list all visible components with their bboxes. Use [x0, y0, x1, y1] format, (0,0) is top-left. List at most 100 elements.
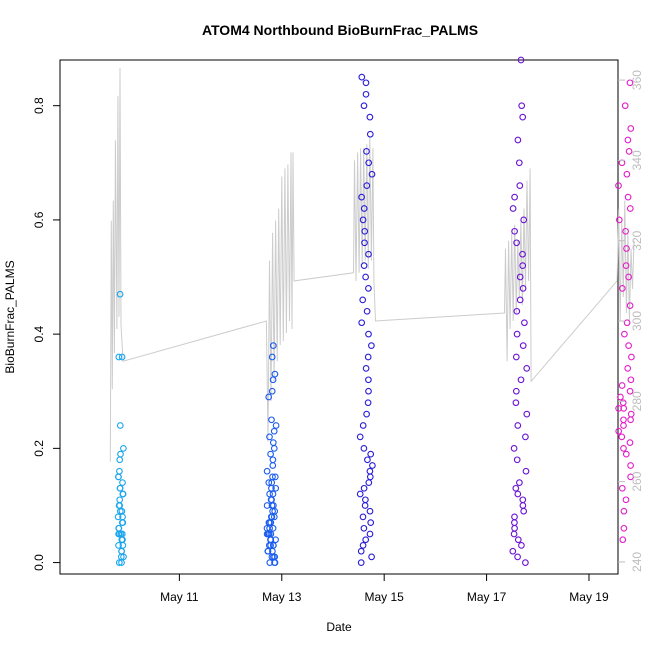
data-point: [620, 507, 628, 515]
x-tick-label: May 17: [467, 590, 507, 604]
data-point: [615, 182, 622, 189]
data-point: [270, 542, 277, 549]
data-point: [518, 102, 526, 110]
data-point: [622, 262, 630, 269]
data-point: [271, 370, 279, 378]
data-point: [269, 439, 277, 446]
data-point: [269, 342, 277, 349]
data-point: [363, 148, 370, 155]
x-tick-label: May 13: [262, 590, 302, 604]
data-point: [368, 553, 375, 561]
data-point: [359, 422, 367, 429]
data-point: [620, 445, 627, 452]
data-point: [622, 450, 630, 458]
y2-tick-label: 360: [630, 70, 644, 90]
data-point: [366, 467, 374, 475]
data-point: [364, 353, 372, 361]
plot-frame: [59, 59, 619, 575]
data-point: [363, 307, 371, 315]
data-point: [116, 422, 124, 429]
data-point: [623, 319, 631, 327]
data-point: [359, 513, 367, 521]
data-point: [270, 427, 278, 435]
data-point: [115, 559, 123, 566]
data-point: [516, 479, 523, 486]
data-point: [356, 433, 364, 441]
data-point: [365, 250, 372, 258]
secondary-series-line: [109, 67, 635, 462]
data-point: [269, 456, 277, 464]
data-point: [514, 553, 521, 561]
data-point: [511, 227, 518, 235]
data-point: [626, 387, 634, 395]
data-point: [357, 547, 365, 555]
data-point: [512, 399, 520, 407]
data-point: [511, 193, 518, 201]
y-axis-left: 0.0 0.2 0.4 0.6 0.8: [32, 97, 60, 571]
data-point: [626, 79, 634, 87]
data-point: [512, 387, 520, 395]
data-point: [512, 353, 520, 361]
x-tick-label: May 19: [569, 590, 609, 604]
data-point: [509, 205, 517, 212]
data-point: [519, 262, 527, 269]
data-point: [514, 136, 522, 144]
secondary-line-layer: [109, 67, 635, 462]
data-point: [621, 330, 628, 338]
data-point: [516, 273, 524, 281]
points-layer: [114, 56, 635, 566]
data-point: [268, 353, 276, 361]
data-point: [515, 159, 523, 167]
data-point: [269, 376, 277, 384]
y-tick-label: 0.8: [32, 97, 46, 114]
data-point: [116, 467, 123, 475]
data-point: [272, 422, 280, 429]
data-point: [120, 553, 127, 561]
y2-tick-label: 280: [630, 391, 644, 411]
data-point: [368, 342, 375, 349]
data-point: [623, 170, 631, 178]
data-point: [628, 353, 635, 361]
data-point: [615, 216, 623, 224]
data-point: [118, 353, 126, 361]
data-point: [618, 285, 626, 292]
data-point: [118, 507, 126, 515]
data-point: [513, 330, 521, 338]
x-axis-label: Date: [326, 620, 352, 634]
data-point: [115, 542, 122, 549]
data-point: [510, 445, 518, 452]
data-point: [625, 148, 633, 155]
y-tick-label: 0.4: [32, 325, 46, 342]
data-point: [360, 262, 368, 269]
data-point: [516, 182, 524, 189]
data-point: [360, 524, 368, 532]
y2-tick-label: 240: [630, 552, 644, 572]
data-point: [356, 490, 364, 498]
data-point: [267, 450, 274, 458]
data-point: [263, 524, 271, 532]
data-point: [618, 484, 626, 492]
data-point: [627, 125, 635, 132]
data-point: [115, 353, 123, 361]
data-point: [523, 365, 531, 372]
x-tick-label: May 11: [160, 590, 199, 604]
data-point: [266, 559, 274, 566]
data-point: [519, 250, 526, 258]
data-point: [519, 342, 527, 349]
data-point: [263, 502, 271, 509]
data-point: [358, 319, 366, 327]
data-point: [621, 102, 629, 110]
data-point: [265, 393, 273, 401]
data-point: [620, 524, 628, 532]
data-point: [263, 467, 271, 475]
data-point: [366, 113, 374, 121]
data-point: [519, 113, 527, 121]
data-point: [622, 496, 630, 504]
x-axis: May 11 May 13 May 15 May 17 May 19: [160, 574, 609, 604]
data-point: [117, 450, 124, 458]
data-point: [115, 524, 123, 532]
x-tick-label: May 15: [365, 590, 405, 604]
data-point: [264, 547, 272, 555]
